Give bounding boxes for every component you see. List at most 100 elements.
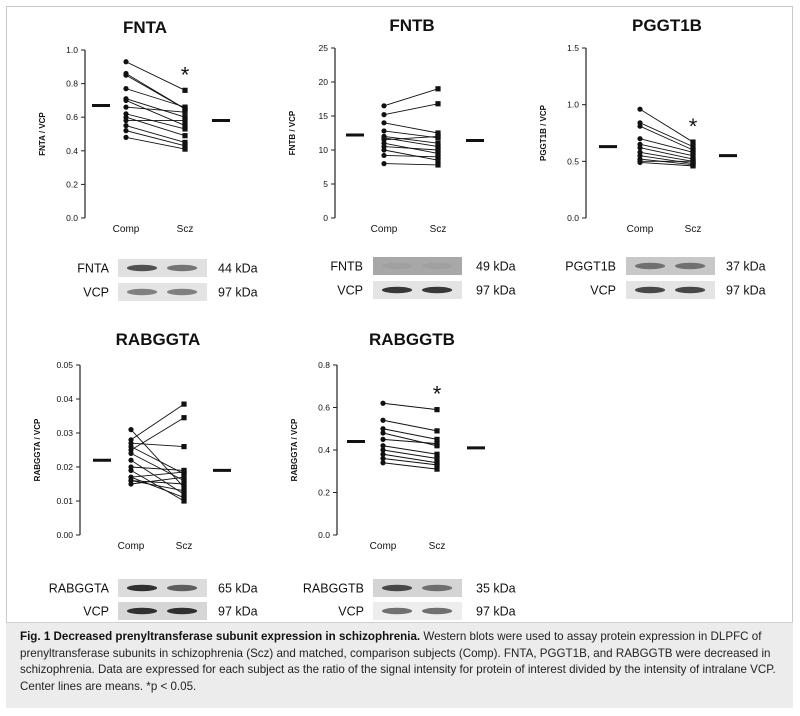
x-tick-label-scz: Scz: [430, 224, 447, 235]
pair-line: [382, 419, 438, 432]
comp-point: [381, 120, 387, 126]
blot-protein-label: FNTB: [330, 260, 363, 274]
comp-point: [380, 447, 386, 453]
pair-line: [639, 143, 694, 157]
x-tick-label-scz: Scz: [177, 224, 194, 235]
pair-line: [639, 138, 694, 153]
scz-point: [181, 444, 187, 450]
comp-point: [128, 450, 134, 456]
comp-point: [123, 117, 129, 124]
pair-line: [383, 163, 439, 166]
comp-point: [128, 467, 134, 473]
pair-line: [125, 74, 186, 110]
comp-point: [637, 106, 643, 112]
comp-point: [380, 455, 386, 462]
comp-point: [637, 136, 643, 142]
pair-line: [130, 480, 185, 485]
scz-point: [182, 143, 188, 149]
pair-line: [639, 122, 694, 148]
pair-line: [125, 99, 186, 127]
comp-point: [128, 481, 134, 487]
pair-line: [125, 98, 186, 118]
y-tick-label: 0.0: [567, 213, 579, 223]
comp-point: [128, 457, 134, 463]
pair-line: [130, 476, 185, 485]
y-tick-label: 0.8: [66, 79, 78, 89]
scz-point: [182, 114, 188, 120]
pair-line: [639, 125, 694, 151]
scz-point: [690, 139, 696, 145]
scz-point: [182, 139, 188, 145]
blot-band: [126, 584, 158, 592]
comp-point: [381, 103, 387, 109]
scz-point: [181, 478, 187, 484]
scz-point: [435, 133, 441, 139]
chart-pggt1b: PGGT1B 0.0 0.5 1.0 1.5 PGGT1B / VCP Comp Scz * PG…: [539, 16, 766, 299]
y-axis-label: PGGT1B / VCP: [539, 104, 548, 161]
scz-point: [434, 462, 440, 468]
y-tick-label: 25: [319, 43, 329, 53]
pair-line: [382, 453, 438, 464]
blot-band: [421, 584, 453, 592]
scz-point: [435, 147, 441, 153]
blot-strip: [373, 257, 462, 275]
y-tick-label: 0.6: [318, 403, 330, 413]
pair-line: [130, 476, 185, 499]
scz-point: [435, 162, 441, 168]
pair-line: [639, 108, 694, 143]
comp-point: [128, 427, 134, 433]
scz-point: [182, 109, 188, 115]
blot-band: [126, 607, 158, 615]
comp-point: [380, 400, 386, 406]
comp-point: [123, 97, 129, 103]
pair-line: [130, 417, 185, 451]
y-tick-label: 0.2: [66, 179, 78, 189]
chart-title: RABGGTB: [369, 330, 455, 349]
scz-point: [182, 133, 188, 139]
scz-point: [435, 144, 441, 150]
y-tick-label: 0.0: [66, 213, 78, 223]
comp-point: [123, 134, 129, 140]
blot-band: [126, 264, 158, 272]
pair-line: [639, 162, 694, 167]
comp-point: [380, 426, 386, 432]
blot-size-label: 35 kDa: [476, 582, 516, 596]
significance-marker: *: [689, 114, 698, 139]
blot-size-label: 44 kDa: [218, 262, 258, 276]
blot-protein-label: VCP: [337, 284, 363, 298]
blot-strip: [118, 579, 207, 597]
pair-line: [639, 147, 694, 160]
scz-point: [434, 441, 440, 447]
scz-point: [434, 455, 440, 462]
pair-line: [639, 151, 694, 162]
comp-point: [637, 123, 643, 129]
y-tick-label: 0.2: [318, 488, 330, 498]
blot-protein-label: VCP: [83, 286, 109, 300]
blot-band: [634, 286, 666, 294]
pair-line: [130, 442, 185, 448]
blot-size-label: 97 kDa: [726, 284, 766, 298]
pair-line: [130, 429, 185, 488]
significance-marker: *: [181, 62, 190, 87]
scz-point: [434, 428, 440, 434]
blot-protein-label: FNTA: [77, 262, 109, 276]
pair-line: [125, 113, 186, 130]
scz-point: [182, 117, 188, 124]
chart-title: FNTA: [123, 18, 167, 37]
chart-fnta: FNTA 0.0 0.2 0.4 0.6 0.8 1.0 FNTA / VCP Comp Scz *…: [38, 18, 258, 301]
blot-protein-label: VCP: [590, 284, 616, 298]
chart-rabggtb: RABGGTB 0.0 0.2 0.4 0.6 0.8 RABGGTA / VCP Comp S…: [290, 330, 516, 620]
blot-size-label: 97 kDa: [476, 605, 516, 619]
blot-band: [166, 584, 198, 592]
comp-point: [123, 123, 129, 129]
y-tick-label: 0.5: [567, 156, 579, 166]
scz-point: [435, 101, 441, 107]
chart-title: RABGGTA: [116, 330, 201, 349]
chart-fntb: FNTB 0 5 10 15 20 25 FNTB / VCP Comp Scz FNTB 49 kD…: [288, 16, 516, 299]
scz-point: [182, 126, 188, 132]
blot-size-label: 97 kDa: [218, 286, 258, 300]
y-tick-label: 1.5: [567, 43, 579, 53]
scz-point: [181, 488, 187, 494]
comp-point: [381, 147, 387, 153]
